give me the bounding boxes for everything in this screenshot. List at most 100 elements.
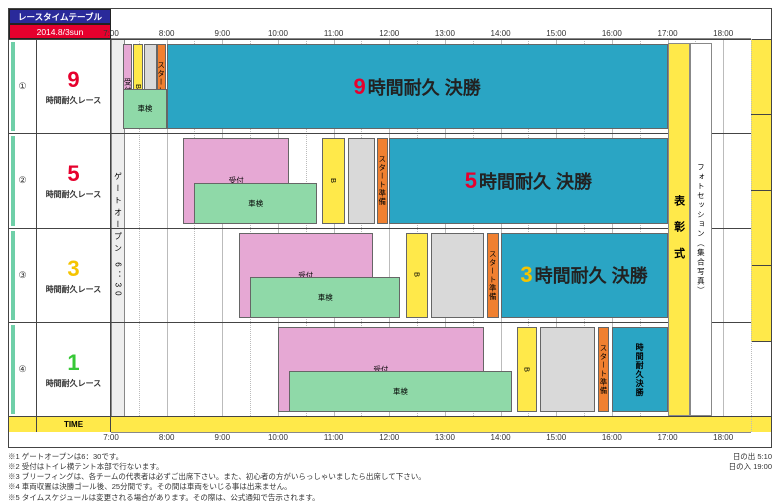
row-number: ③ [9, 229, 37, 322]
footnote-line: ※1 ゲートオープンは6：30です。 [8, 452, 426, 462]
gantt-block: 車検 [194, 183, 316, 224]
footnote-line: ※5 タイムスケジュールは変更される場合があります。その際は、公式通知で告示され… [8, 493, 426, 503]
award-ceremony: 表 彰 式 [668, 43, 690, 416]
axis-tick: 14:00 [491, 433, 511, 442]
row-label: 5 時間耐久レース [37, 134, 110, 227]
sun-time: 日の入 19:00 [729, 462, 772, 472]
time-axis-bottom: 7:008:009:0010:0011:0012:0013:0014:0015:… [111, 432, 751, 447]
axis-tick: 12:00 [379, 29, 399, 38]
gantt-block: 車検 [123, 89, 166, 130]
award-label: 表 彰 式 [671, 195, 687, 264]
time-axis-top: 7:008:009:0010:0011:0012:0013:0014:0015:… [111, 24, 751, 39]
gridline [751, 39, 752, 432]
block-label: 時間耐久決勝 [634, 343, 645, 397]
row-hours: 5 [67, 161, 79, 187]
lane: 受付車検Bスタート準備5時間耐久 決勝 [111, 133, 751, 227]
footnote-line: ※4 車両収置は決勝ゴール後、25分間です。その間は車両をいじる事は出来ません。 [8, 482, 426, 492]
lane: 受付車検Bスタート準備時間耐久決勝 [111, 322, 751, 416]
time-row-stub [9, 417, 37, 432]
axis-tick: 17:00 [658, 29, 678, 38]
axis-tick: 18:00 [713, 29, 733, 38]
axis-tick: 14:00 [491, 29, 511, 38]
block-label: 車検 [137, 103, 152, 114]
gantt-block: スタート準備 [377, 138, 388, 223]
timetable-sheet: レースタイムテーブル 2014.8/3sun 7:00 8:00 9:00 10:00… [8, 8, 772, 448]
axis-tick: 7:00 [103, 433, 119, 442]
row-hours: 9 [67, 67, 79, 93]
axis-tick: 16:00 [602, 29, 622, 38]
axis-tick: 10:00 [268, 29, 288, 38]
date-badge: 2014.8/3sun [9, 24, 111, 39]
gantt-block: 3時間耐久 決勝 [501, 233, 668, 318]
row-number: ② [9, 134, 37, 227]
row-subtitle: 時間耐久レース [46, 284, 102, 295]
axis-tick: 10:00 [268, 433, 288, 442]
footnotes-left: ※1 ゲートオープンは6：30です。※2 受付はトイレ横テント本部で行ないます。… [8, 452, 426, 503]
gantt-block [431, 233, 484, 318]
gantt-block [348, 138, 376, 223]
time-strip [111, 416, 751, 432]
footnotes-right: 日の出 5:10日の入 19:00 [729, 452, 772, 503]
gantt-block: B [322, 138, 344, 223]
axis-tick: 18:00 [713, 433, 733, 442]
gantt-block: スタート準備 [598, 327, 609, 412]
title-badge: レースタイムテーブル [9, 9, 111, 24]
gantt-block: 車検 [250, 277, 400, 318]
gantt-block: B [517, 327, 536, 412]
axis-tick: 13:00 [435, 29, 455, 38]
axis-tick: 9:00 [215, 29, 231, 38]
block-label: 車検 [248, 198, 263, 209]
row-subtitle: 時間耐久レース [46, 95, 102, 106]
sun-time: 日の出 5:10 [729, 452, 772, 462]
gantt-block: 5時間耐久 決勝 [389, 138, 667, 223]
block-label: B [522, 367, 531, 373]
header: レースタイムテーブル 2014.8/3sun [9, 9, 111, 39]
race-title: 3時間耐久 決勝 [520, 262, 647, 288]
axis-tick: 16:00 [602, 433, 622, 442]
time-row-label: TIME [37, 417, 110, 432]
photo-session: フォトセッション（集合写真） [690, 43, 712, 416]
lane: 受付車検Bスタート準備3時間耐久 決勝 [111, 228, 751, 322]
axis-tick: 8:00 [159, 433, 175, 442]
axis-tick: 9:00 [215, 433, 231, 442]
right-stripe [751, 39, 771, 432]
row-hours: 3 [67, 256, 79, 282]
block-label: B [329, 178, 338, 184]
block-label: スタート準備 [487, 250, 498, 301]
race-title: 5時間耐久 決勝 [465, 168, 592, 194]
race-title: 9時間耐久 決勝 [353, 74, 480, 100]
axis-tick: 12:00 [379, 433, 399, 442]
timetable-frame: レースタイムテーブル 2014.8/3sun 7:00 8:00 9:00 10:00… [0, 0, 780, 500]
block-label: スタート準備 [377, 155, 388, 206]
footnote-line: ※3 ブリーフィングは、各チームの代表者は必ずご出席下さい。また、初心者の方がい… [8, 472, 426, 482]
row-label: 3 時間耐久レース [37, 229, 110, 322]
gantt-block [540, 327, 596, 412]
gantt-block: B [406, 233, 428, 318]
axis-tick: 13:00 [435, 433, 455, 442]
row-subtitle: 時間耐久レース [46, 378, 102, 389]
axis-tick: 15:00 [546, 29, 566, 38]
footnotes: ※1 ゲートオープンは6：30です。※2 受付はトイレ横テント本部で行ないます。… [8, 452, 772, 503]
photo-session-label: フォトセッション（集合写真） [695, 163, 706, 296]
row-subtitle: 時間耐久レース [46, 189, 102, 200]
axis-tick: 8:00 [159, 29, 175, 38]
row-number: ④ [9, 323, 37, 416]
gantt-chart: ゲートオープン 6：30受付Bスタート準備9時間耐久 決勝車検受付車検Bスタート… [111, 39, 751, 432]
gantt-block: スタート準備 [487, 233, 499, 318]
block-label: スタート準備 [598, 344, 609, 395]
row-label: 9 時間耐久レース [37, 40, 110, 133]
row-number: ① [9, 40, 37, 133]
block-label: B [413, 272, 422, 278]
axis-tick: 17:00 [658, 433, 678, 442]
block-label: 車検 [318, 292, 333, 303]
footnote-line: ※2 受付はトイレ横テント本部で行ないます。 [8, 462, 426, 472]
lane: 受付Bスタート準備9時間耐久 決勝車検 [111, 39, 751, 133]
gantt-block: 車検 [289, 371, 512, 412]
gantt-block: 9時間耐久 決勝 [167, 44, 668, 129]
block-label: 車検 [393, 386, 408, 397]
row-label: 1 時間耐久レース [37, 323, 110, 416]
gantt-block: 時間耐久決勝 [612, 327, 668, 412]
axis-tick: 11:00 [324, 29, 343, 38]
axis-tick: 7:00 [103, 29, 119, 38]
axis-tick: 15:00 [546, 433, 566, 442]
